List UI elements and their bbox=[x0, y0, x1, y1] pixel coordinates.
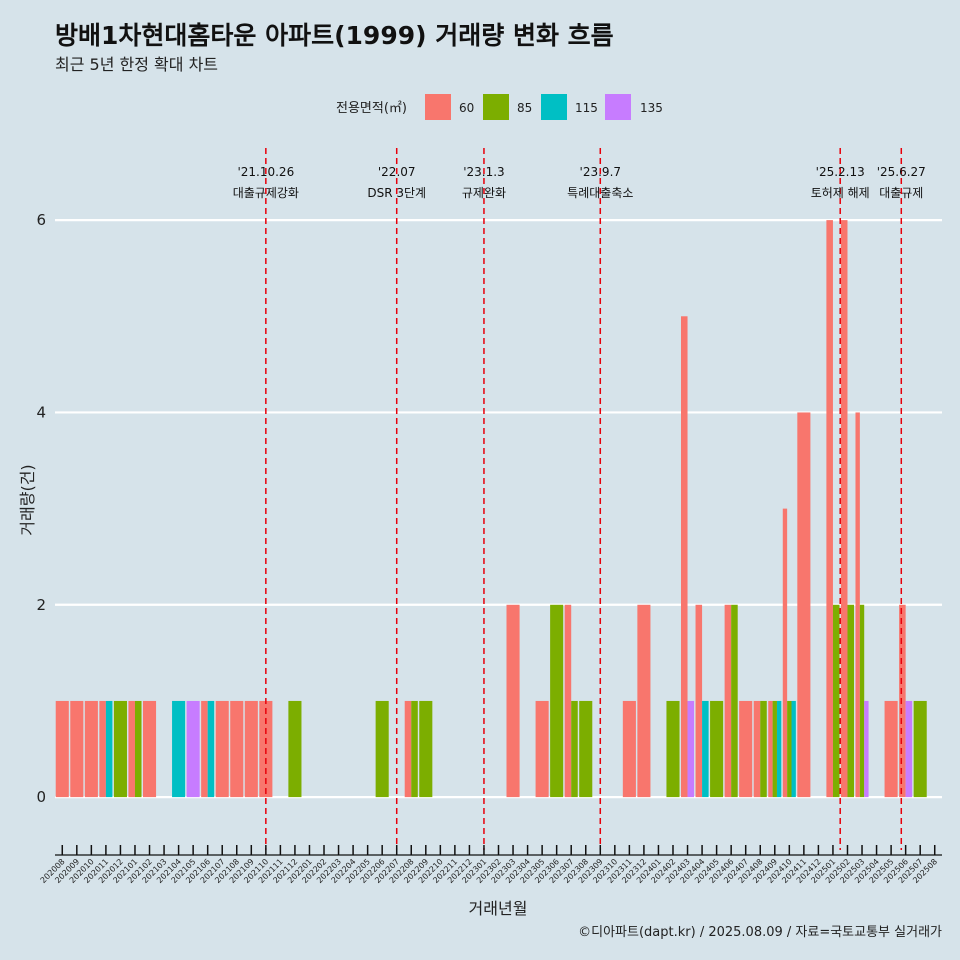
bar-202108-60 bbox=[230, 700, 244, 798]
event-date: '25.6.27 bbox=[877, 165, 926, 179]
bar-202010-60 bbox=[84, 700, 98, 798]
bar-202209-85 bbox=[419, 700, 433, 798]
bars bbox=[55, 220, 927, 798]
event-label: DSR 3단계 bbox=[367, 186, 426, 200]
bar-202307-85 bbox=[571, 700, 578, 798]
bar-202503-135 bbox=[864, 700, 869, 798]
y-tick-label: 2 bbox=[36, 596, 46, 614]
bar-202406-85 bbox=[731, 604, 738, 798]
bar-202307-60 bbox=[564, 604, 572, 798]
bar-202501-85 bbox=[832, 604, 840, 798]
y-tick-label: 0 bbox=[36, 788, 46, 806]
bar-202208-85 bbox=[411, 700, 418, 798]
bar-202403-60 bbox=[680, 316, 688, 798]
bar-202502-60 bbox=[840, 220, 848, 798]
y-axis-ticks: 0 2 4 6 bbox=[36, 211, 46, 806]
bar-202303-60 bbox=[506, 604, 520, 798]
event-date: '22.07 bbox=[378, 165, 416, 179]
bar-202409-60 bbox=[768, 700, 773, 798]
event-markers: '21.10.26 대출규제강화 '22.07 DSR 3단계 '23.1.3 규제완화 '… bbox=[233, 148, 926, 850]
bar-202506-135 bbox=[905, 700, 913, 798]
bar-202104-115 bbox=[172, 700, 186, 798]
event-date: '21.10.26 bbox=[237, 165, 294, 179]
x-axis-title: 거래년월 bbox=[469, 899, 528, 918]
y-tick-label: 6 bbox=[36, 211, 46, 229]
bar-202403-135 bbox=[687, 700, 695, 798]
bar-202008-60 bbox=[55, 700, 69, 798]
legend: 전용면적(㎡) 60 85 115 135 bbox=[336, 94, 663, 120]
bar-202107-60 bbox=[215, 700, 229, 798]
bar-202009-60 bbox=[70, 700, 84, 798]
event-date: '25.2.13 bbox=[816, 165, 865, 179]
bar-202012-85 bbox=[113, 700, 127, 798]
event-label: 토허제 해제 bbox=[811, 186, 870, 200]
bar-202409-85 bbox=[772, 700, 777, 798]
bar-202208-60 bbox=[404, 700, 412, 798]
bar-202501-60 bbox=[826, 220, 833, 798]
y-tick-label: 4 bbox=[36, 403, 46, 421]
bar-202503-60 bbox=[855, 412, 860, 798]
event-date: '23.9.7 bbox=[580, 165, 621, 179]
event-label: 특례대출축소 bbox=[567, 186, 633, 200]
bar-202406-60 bbox=[724, 604, 732, 798]
legend-swatch-115 bbox=[541, 94, 567, 120]
legend-swatch-60 bbox=[425, 94, 451, 120]
bar-202408-85 bbox=[760, 700, 767, 798]
bar-202101-60 bbox=[128, 700, 135, 798]
bar-202410-115 bbox=[791, 700, 796, 798]
bar-202106-60 bbox=[201, 700, 208, 798]
chart-title: 방배1차현대홈타운 아파트(1999) 거래량 변화 흐름 bbox=[55, 21, 614, 50]
event-label: 대출규제 bbox=[879, 186, 923, 200]
legend-swatch-85 bbox=[483, 94, 509, 120]
event-label: 규제완화 bbox=[462, 186, 506, 200]
bar-202101-85 bbox=[134, 700, 142, 798]
legend-swatch-135 bbox=[605, 94, 631, 120]
chart-subtitle: 최근 5년 한정 확대 차트 bbox=[55, 55, 218, 74]
bar-202505-60 bbox=[884, 700, 898, 798]
event-date: '23.1.3 bbox=[463, 165, 504, 179]
bar-202311-60 bbox=[622, 700, 636, 798]
legend-label-85: 85 bbox=[517, 101, 532, 115]
bar-202306-85 bbox=[550, 604, 564, 798]
y-axis-title: 거래량(건) bbox=[18, 464, 37, 535]
bar-202404-115 bbox=[702, 700, 709, 798]
bar-202106-115 bbox=[207, 700, 215, 798]
bar-202312-60 bbox=[637, 604, 651, 798]
legend-label-115: 115 bbox=[575, 101, 598, 115]
bar-202410-60 bbox=[782, 508, 788, 798]
bar-202411-60 bbox=[797, 412, 811, 798]
bar-202410-85 bbox=[787, 700, 792, 798]
bar-202105-135 bbox=[186, 700, 200, 798]
bar-202011-115 bbox=[105, 700, 113, 798]
legend-label-60: 60 bbox=[459, 101, 474, 115]
caption: ©디아파트(dapt.kr) / 2025.08.09 / 자료=국토교통부 실… bbox=[578, 925, 942, 940]
legend-label-135: 135 bbox=[640, 101, 663, 115]
bar-202404-60 bbox=[695, 604, 703, 798]
event-label: 대출규제강화 bbox=[233, 186, 299, 200]
bar-202109-60 bbox=[244, 700, 258, 798]
bar-202112-85 bbox=[288, 700, 302, 798]
bar-202502-85 bbox=[847, 604, 855, 798]
bar-202506-60 bbox=[899, 604, 906, 798]
bar-202405-85 bbox=[710, 700, 724, 798]
bar-202102-60 bbox=[142, 700, 157, 798]
bar-202407-60 bbox=[739, 700, 753, 798]
bar-202206-85 bbox=[375, 700, 389, 798]
bar-202402-85 bbox=[666, 700, 680, 798]
bar-202409-115 bbox=[776, 700, 782, 798]
bar-202503-85 bbox=[859, 604, 865, 798]
bar-202507-85 bbox=[913, 700, 927, 798]
bar-202011-60 bbox=[99, 700, 106, 798]
bar-202408-60 bbox=[753, 700, 761, 798]
bar-202305-60 bbox=[535, 700, 549, 798]
legend-title: 전용면적(㎡) bbox=[336, 101, 407, 116]
gridlines bbox=[55, 219, 942, 799]
bar-202308-85 bbox=[579, 700, 593, 798]
